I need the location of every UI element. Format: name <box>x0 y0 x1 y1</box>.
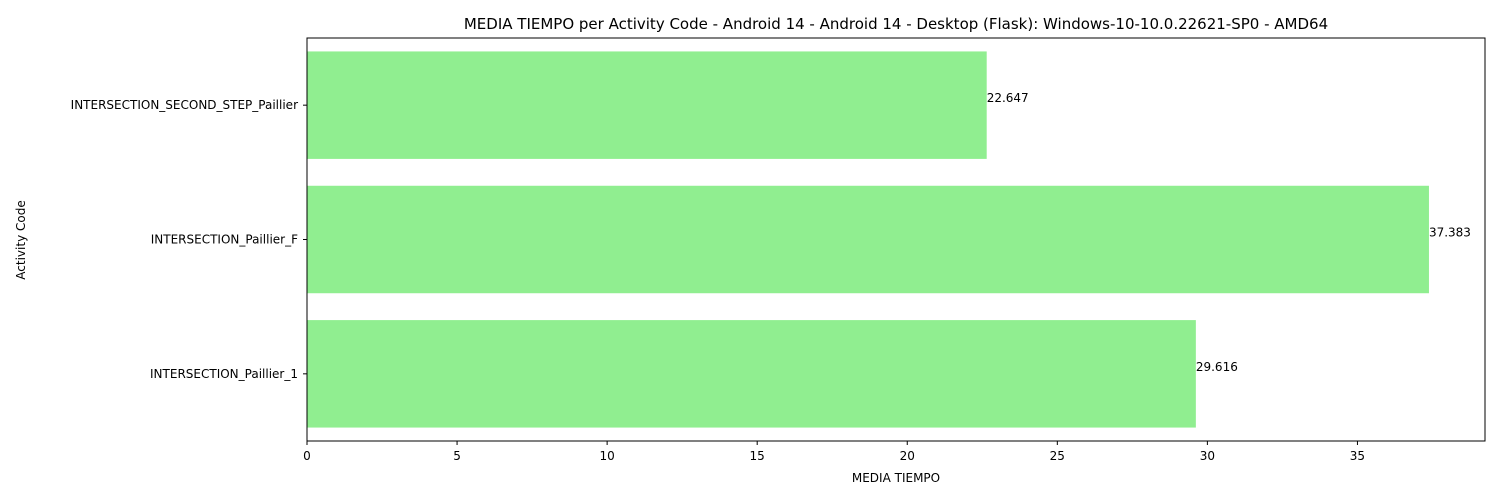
y-tick-label: INTERSECTION_SECOND_STEP_Paillier <box>71 98 298 112</box>
x-tick-label: 15 <box>750 449 765 463</box>
y-axis-title: Activity Code <box>14 200 28 279</box>
y-axis: INTERSECTION_Paillier_1 INTERSECTION_Pail… <box>71 98 307 381</box>
bars-layer <box>307 51 1429 428</box>
bar-INTERSECTION_Paillier_F <box>307 185 1429 294</box>
x-tick-label: 35 <box>1350 449 1365 463</box>
bar-INTERSECTION_Paillier_1 <box>307 320 1196 428</box>
y-tick-label: INTERSECTION_Paillier_1 <box>150 367 298 381</box>
data-label-INTERSECTION_SECOND_STEP_Paillier: 22.647 <box>987 91 1029 105</box>
chart-title: MEDIA TIEMPO per Activity Code - Android… <box>464 15 1328 33</box>
x-axis: 0 5 10 15 20 25 30 35 <box>303 441 1365 463</box>
bar-INTERSECTION_SECOND_STEP_Paillier <box>307 51 987 159</box>
data-labels-layer: 29.616 37.383 22.647 <box>987 91 1471 374</box>
x-tick-label: 5 <box>453 449 461 463</box>
x-tick-label: 25 <box>1050 449 1065 463</box>
x-tick-label: 20 <box>900 449 915 463</box>
y-tick-label: INTERSECTION_Paillier_F <box>151 233 298 247</box>
x-tick-label: 10 <box>599 449 614 463</box>
x-tick-label: 30 <box>1200 449 1215 463</box>
x-tick-label: 0 <box>303 449 311 463</box>
x-axis-title: MEDIA TIEMPO <box>852 471 940 485</box>
data-label-INTERSECTION_Paillier_1: 29.616 <box>1196 360 1238 374</box>
data-label-INTERSECTION_Paillier_F: 37.383 <box>1429 226 1471 240</box>
